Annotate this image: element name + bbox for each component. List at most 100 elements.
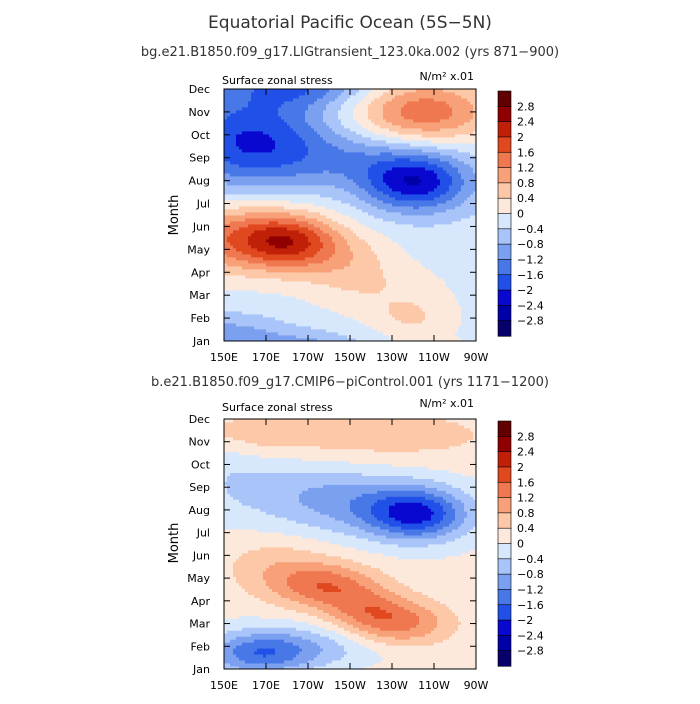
contour-cell: [248, 311, 252, 315]
contour-cell: [311, 218, 315, 222]
contour-cell: [281, 170, 285, 174]
contour-cell: [401, 266, 405, 270]
contour-cell: [365, 332, 369, 336]
contour-cell: [449, 182, 453, 186]
contour-cell: [224, 203, 228, 207]
contour-cell: [404, 197, 408, 201]
contour-cell: [446, 164, 450, 168]
contour-cell: [341, 281, 345, 285]
contour-cell: [278, 275, 282, 279]
contour-cell: [410, 284, 414, 288]
contour-cell: [326, 233, 330, 237]
contour-cell: [320, 230, 324, 234]
contour-cell: [461, 254, 465, 258]
contour-cell: [431, 170, 435, 174]
contour-cell: [326, 266, 330, 270]
contour-cell: [278, 167, 282, 171]
contour-cell: [359, 176, 363, 180]
contour-cell: [260, 251, 264, 255]
contour-cell: [416, 170, 420, 174]
contour-cell: [464, 191, 468, 195]
contour-cell: [332, 188, 336, 192]
contour-cell: [368, 269, 372, 273]
contour-cell: [284, 191, 288, 195]
contour-cell: [383, 314, 387, 318]
contour-cell: [335, 212, 339, 216]
contour-cell: [368, 326, 372, 330]
contour-cell: [248, 209, 252, 213]
contour-cell: [224, 185, 228, 189]
contour-cell: [455, 203, 459, 207]
contour-cell: [233, 308, 237, 312]
contour-cell: [293, 191, 297, 195]
contour-cell: [464, 275, 468, 279]
contour-cell: [374, 266, 378, 270]
contour-cell: [296, 200, 300, 204]
contour-cell: [299, 161, 303, 165]
contour-cell: [371, 257, 375, 261]
contour-cell: [290, 188, 294, 192]
contour-cell: [470, 206, 474, 210]
contour-cell: [398, 305, 402, 309]
contour-cell: [308, 248, 312, 252]
contour-cell: [260, 176, 264, 180]
contour-cell: [287, 215, 291, 219]
contour-cell: [416, 338, 420, 342]
contour-cell: [473, 203, 477, 207]
contour-cell: [236, 209, 240, 213]
contour-cell: [239, 221, 243, 225]
contour-cell: [425, 185, 429, 189]
contour-cell: [281, 197, 285, 201]
contour-cell: [233, 188, 237, 192]
contour-cell: [404, 185, 408, 189]
contour-cell: [338, 227, 342, 231]
contour-cell: [275, 329, 279, 333]
contour-cell: [437, 302, 441, 306]
contour-cell: [326, 170, 330, 174]
contour-cell: [356, 302, 360, 306]
contour-cell: [440, 311, 444, 315]
contour-cell: [428, 299, 432, 303]
contour-cell: [293, 299, 297, 303]
contour-cell: [248, 188, 252, 192]
contour-cell: [227, 197, 231, 201]
contour-cell: [251, 290, 255, 294]
contour-cell: [443, 308, 447, 312]
contour-cell: [386, 320, 390, 324]
contour-cell: [242, 314, 246, 318]
contour-cell: [401, 170, 405, 174]
contour-cell: [314, 170, 318, 174]
contour-cell: [410, 194, 414, 198]
contour-cell: [335, 287, 339, 291]
contour-cell: [371, 185, 375, 189]
contour-cell: [395, 299, 399, 303]
contour-cell: [275, 293, 279, 297]
contour-cell: [305, 314, 309, 318]
contour-cell: [254, 305, 258, 309]
contour-cell: [233, 257, 237, 261]
contour-cell: [377, 272, 381, 276]
contour-cell: [446, 314, 450, 318]
contour-cell: [428, 221, 432, 225]
contour-cell: [338, 182, 342, 186]
contour-cell: [410, 185, 414, 189]
contour-cell: [299, 200, 303, 204]
contour-cell: [224, 230, 228, 234]
contour-cell: [383, 230, 387, 234]
contour-cell: [239, 317, 243, 321]
contour-cell: [392, 326, 396, 330]
contour-cell: [305, 254, 309, 258]
contour-cell: [263, 296, 267, 300]
contour-cell: [380, 338, 384, 342]
contour-cell: [263, 164, 267, 168]
contour-cell: [371, 182, 375, 186]
contour-cell: [362, 317, 366, 321]
contour-cell: [242, 263, 246, 267]
contour-cell: [323, 206, 327, 210]
contour-cell: [461, 305, 465, 309]
contour-cell: [263, 302, 267, 306]
contour-cell: [422, 173, 426, 177]
contour-cell: [302, 263, 306, 267]
contour-cell: [296, 191, 300, 195]
